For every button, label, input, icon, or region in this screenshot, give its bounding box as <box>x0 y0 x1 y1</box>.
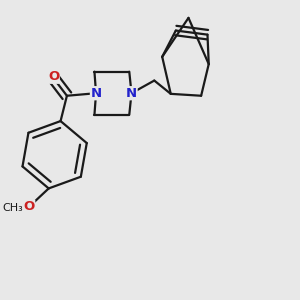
Text: CH₃: CH₃ <box>2 203 23 213</box>
Text: N: N <box>126 87 137 100</box>
Text: O: O <box>48 70 59 83</box>
Text: N: N <box>91 87 102 100</box>
Text: O: O <box>23 200 35 213</box>
